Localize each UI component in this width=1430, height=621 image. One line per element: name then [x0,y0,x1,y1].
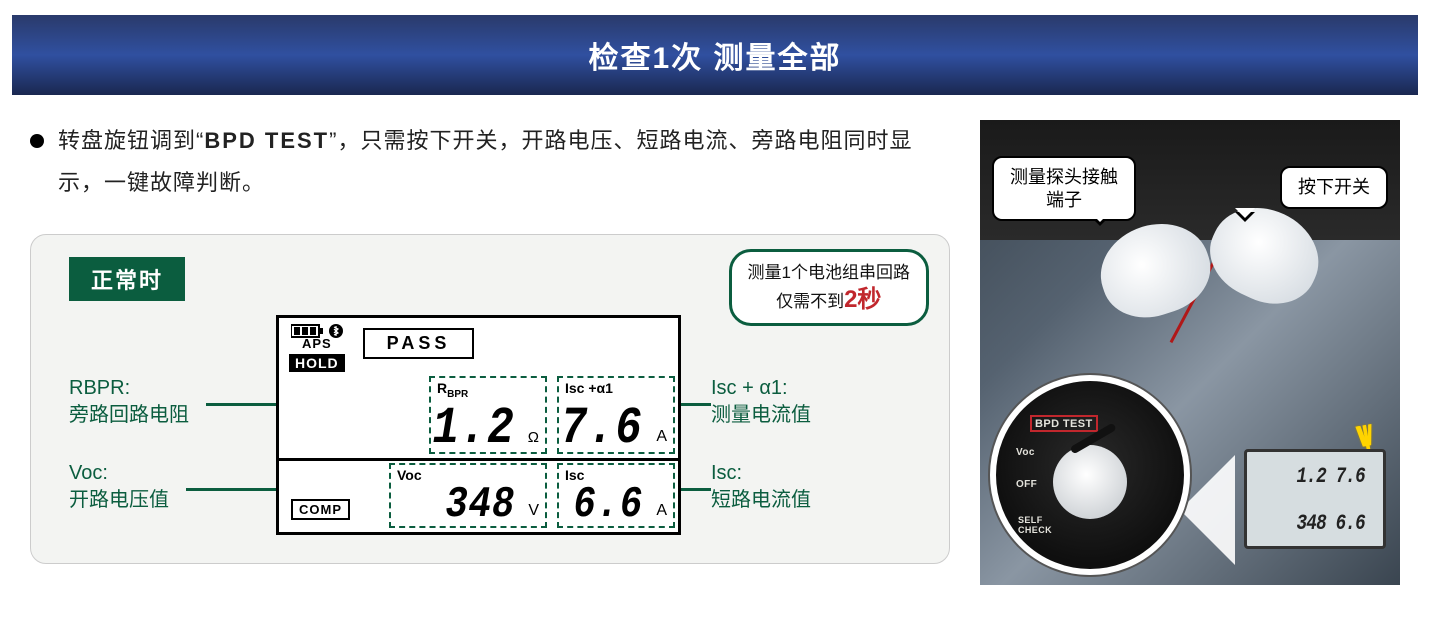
annot-isc: Isc: 短路电流值 [711,460,811,514]
mini-lcd-row2: 348 6.6 [1296,511,1364,536]
status-icons: APS HOLD [289,324,345,372]
annot-voc-cn: 开路电压值 [69,487,169,514]
panel-isc-unit: A [656,502,667,520]
lcd-hline [279,458,678,461]
aps-label: APS [302,336,332,351]
panel-isca-unit: A [656,428,667,446]
description-bpd: BPD TEST [204,128,329,153]
annot-rbpr-en: RBPR: [69,375,189,402]
content-row: 转盘旋钮调到“BPD TEST”，只需按下开关，开路电压、短路电流、旁路电阻同时… [0,120,1430,585]
annot-rbpr: RBPR: 旁路回路电阻 [69,375,189,429]
panel-isca-value: 7.6 [561,399,643,458]
annot-isc-en: Isc: [711,460,811,487]
normal-when-tag: 正常时 [69,257,185,301]
bubble-line2-pre: 仅需不到 [776,292,844,311]
panel-rbpr: RBPR 1.2 Ω [429,376,547,454]
panel-isc: Isc 6.6 A [557,463,675,528]
callout-probe: 测量探头接触 端子 [992,156,1136,221]
left-column: 转盘旋钮调到“BPD TEST”，只需按下开关，开路电压、短路电流、旁路电阻同时… [30,120,950,585]
panel-voc-value: 348 [445,480,515,530]
panel-rbpr-value: 1.2 [433,399,515,458]
speed-bubble: 测量1个电池组串回路 仅需不到2秒 [729,249,929,326]
annot-isc-cn: 短路电流值 [711,487,811,514]
dial-label-voc: Voc [1016,447,1035,458]
annot-isca-en: Isc + α1: [711,375,811,402]
device-dial-closeup: BPD TEST Voc OFF SELF CHECK [990,375,1190,575]
device-mini-lcd: 1.2 7.6 348 6.6 [1244,449,1386,549]
right-column: 测量探头接触 端子 按下开关 BPD TEST Voc OFF SELF CHE… [980,120,1400,585]
mini-lcd-row1: 1.2 7.6 [1296,464,1364,489]
panel-rbpr-label: RBPR [437,380,468,400]
annot-isca-cn: 测量电流值 [711,402,811,429]
diagram-panel: 正常时 测量1个电池组串回路 仅需不到2秒 RBPR: 旁路回路电阻 Voc: … [30,234,950,564]
dial-label-bpdtest: BPD TEST [1030,415,1098,432]
panel-voc-label: Voc [397,467,422,483]
annot-isca: Isc + α1: 测量电流值 [711,375,811,429]
description-pre: 转盘旋钮调到“ [58,128,204,153]
panel-isca-label: Isc +α1 [565,380,613,396]
panel-rbpr-unit: Ω [528,429,539,446]
lcd-display: APS HOLD PASS COMP RBPR 1.2 Ω Isc +α1 [276,315,681,535]
dial-label-selfcheck: SELF CHECK [1018,516,1052,535]
page-title: 检查1次 测量全部 [12,15,1418,95]
panel-isc-value: 6.6 [573,480,643,530]
callout-probe-tip-inner [1090,212,1110,232]
description-line: 转盘旋钮调到“BPD TEST”，只需按下开关，开路电压、短路电流、旁路电阻同时… [30,120,950,204]
usage-photo: 测量探头接触 端子 按下开关 BPD TEST Voc OFF SELF CHE… [980,120,1400,585]
bubble-line2: 仅需不到2秒 [748,284,910,315]
dial-label-off: OFF [1016,479,1037,490]
annot-voc: Voc: 开路电压值 [69,460,169,514]
callout-switch-tip-inner [1235,208,1255,228]
hold-label: HOLD [289,354,345,372]
bubble-line1: 测量1个电池组串回路 [748,262,910,284]
panel-voc: Voc 348 V [389,463,547,528]
panel-voc-unit: V [528,502,539,520]
bubble-line2-em: 2秒 [844,286,881,313]
panel-isca: Isc +α1 7.6 A [557,376,675,454]
annot-voc-en: Voc: [69,460,169,487]
rotary-knob [1053,445,1127,519]
pass-indicator: PASS [363,328,475,359]
annot-rbpr-cn: 旁路回路电阻 [69,402,189,429]
callout-switch: 按下开关 [1280,166,1388,209]
comp-label: COMP [291,499,350,520]
bullet-icon [30,134,44,148]
